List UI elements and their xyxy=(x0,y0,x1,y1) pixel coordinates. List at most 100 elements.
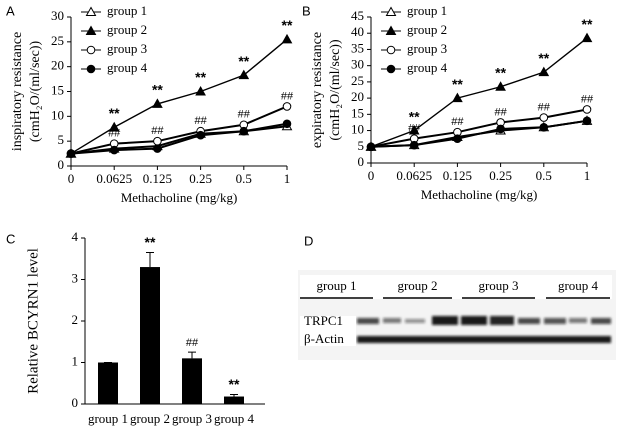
y-tick-label: 20 xyxy=(51,58,64,73)
y-tick-label: 4 xyxy=(72,229,79,244)
y-tick-label: 5 xyxy=(58,132,65,147)
x-tick-label: 0.25 xyxy=(189,171,212,186)
x-tick-label: 0.0625 xyxy=(396,168,432,183)
significance-label: ** xyxy=(229,376,240,392)
significance-label: ## xyxy=(538,101,551,113)
y-tick-label: 15 xyxy=(351,105,364,120)
legend-label: group 2 xyxy=(107,22,147,37)
x-tick-label: 0 xyxy=(68,171,75,186)
significance-label: ## xyxy=(281,90,294,102)
panel-label: A xyxy=(6,3,15,18)
legend-marker xyxy=(385,6,397,16)
marker xyxy=(453,134,462,143)
y-axis-label: expiratory resistance xyxy=(310,32,325,148)
legend-marker xyxy=(86,64,96,74)
marker xyxy=(582,116,592,126)
significance-label: ** xyxy=(538,50,549,66)
series-line xyxy=(70,122,288,155)
x-tick-label: 0.125 xyxy=(443,168,472,183)
series-line xyxy=(370,37,588,148)
blot-bands xyxy=(357,316,611,343)
significance-label: ** xyxy=(238,53,249,69)
marker xyxy=(196,130,205,140)
y-tick-label: 30 xyxy=(51,8,64,23)
y-tick-label: 0 xyxy=(72,395,79,410)
marker xyxy=(539,113,549,122)
x-tick-label: 0.25 xyxy=(489,168,512,183)
legend-marker xyxy=(386,45,396,55)
bar xyxy=(182,358,202,404)
marker xyxy=(539,123,549,132)
marker xyxy=(239,126,249,136)
marker xyxy=(195,85,206,96)
blot-group-label: group 4 xyxy=(558,278,599,293)
significance-label: ** xyxy=(582,16,593,32)
y-tick-label: 20 xyxy=(351,89,364,104)
marker xyxy=(538,66,550,77)
y-tick-label: 35 xyxy=(351,40,364,55)
series-line xyxy=(370,108,588,148)
y-tick-label: 0 xyxy=(358,154,365,169)
marker xyxy=(408,125,420,135)
legend-marker xyxy=(86,45,96,55)
y-tick-label: 3 xyxy=(72,270,79,285)
blot-group-label: group 2 xyxy=(397,278,437,293)
significance-label: ** xyxy=(409,108,420,124)
marker xyxy=(496,124,505,134)
y-axis-label: inspiratory resistance xyxy=(10,32,25,151)
bar xyxy=(224,396,244,404)
y-tick-label: 1 xyxy=(72,353,79,368)
bar xyxy=(140,267,160,404)
x-axis-label: Methacholine (mg/kg) xyxy=(121,190,238,205)
y-tick-label: 25 xyxy=(51,33,64,48)
marker xyxy=(582,105,592,114)
legend-label: group 1 xyxy=(107,3,147,18)
marker xyxy=(238,69,250,80)
x-axis-label: Methacholine (mg/kg) xyxy=(421,187,538,202)
y-axis-label: (cmH₂O/(ml/sec)) xyxy=(328,39,343,141)
marker xyxy=(66,149,76,158)
blot-row-label: β-Actin xyxy=(304,331,344,346)
blot-group-label: group 1 xyxy=(316,278,356,293)
marker xyxy=(409,140,419,150)
marker xyxy=(282,102,292,111)
legend-label: group 3 xyxy=(107,41,147,56)
legend-label: group 2 xyxy=(407,22,447,37)
panel-label: D xyxy=(304,233,313,248)
significance-label: ** xyxy=(109,105,120,121)
significance-label: ## xyxy=(186,337,199,349)
significance-label: ## xyxy=(581,93,594,105)
y-tick-label: 0 xyxy=(58,157,65,172)
significance-label: ** xyxy=(495,64,506,80)
significance-label: ** xyxy=(152,82,163,98)
marker xyxy=(366,142,376,152)
x-tick-label: 0.125 xyxy=(143,171,172,186)
significance-label: ** xyxy=(145,234,156,250)
marker xyxy=(495,81,506,91)
blot-label-bg xyxy=(300,316,356,346)
panel-label: C xyxy=(6,231,15,246)
significance-label: ## xyxy=(408,123,421,135)
y-tick-label: 10 xyxy=(351,122,364,137)
legend-label: group 1 xyxy=(407,3,447,18)
x-tick-label: group 4 xyxy=(214,411,255,426)
y-tick-label: 15 xyxy=(51,82,64,97)
legend-label: group 4 xyxy=(407,60,448,75)
marker xyxy=(153,136,162,146)
significance-label: ** xyxy=(282,17,293,33)
y-tick-label: 5 xyxy=(358,138,365,153)
x-tick-label: 1 xyxy=(284,171,291,186)
legend-marker xyxy=(386,64,396,74)
marker xyxy=(152,98,163,108)
marker xyxy=(452,92,463,103)
y-tick-label: 40 xyxy=(351,24,364,39)
error-bar xyxy=(146,252,154,268)
error-bar xyxy=(188,351,196,359)
y-tick-label: 10 xyxy=(51,107,64,122)
y-tick-label: 25 xyxy=(351,73,364,88)
x-tick-label: 0 xyxy=(368,168,375,183)
marker xyxy=(281,33,293,44)
significance-label: ## xyxy=(238,109,251,121)
series-line xyxy=(370,119,588,148)
